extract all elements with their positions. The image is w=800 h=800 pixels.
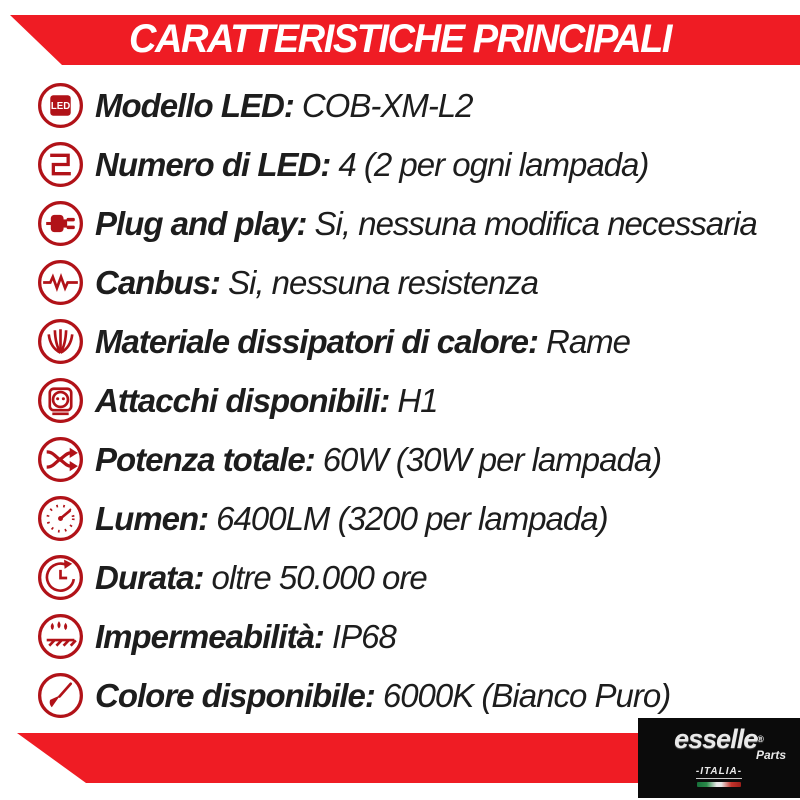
spec-row-canbus: Canbus: Si, nessuna resistenza xyxy=(0,253,800,312)
duration-icon xyxy=(38,555,83,600)
spec-value: Rame xyxy=(546,322,631,360)
led-count-icon xyxy=(38,142,83,187)
spec-label: Numero di LED: xyxy=(95,145,331,183)
spec-text: Canbus: Si, nessuna resistenza xyxy=(95,263,539,302)
spec-row-numero-led: Numero di LED: 4 (2 per ogni lampada) xyxy=(0,135,800,194)
power-icon xyxy=(38,437,83,482)
spec-label: Colore disponibile: xyxy=(95,676,376,714)
spec-value: oltre 50.000 ore xyxy=(211,558,428,596)
spec-label: Durata: xyxy=(95,558,205,596)
spec-value: IP68 xyxy=(331,617,397,655)
registered-mark-icon: ® xyxy=(757,734,764,744)
spec-value: 6000K (Bianco Puro) xyxy=(382,676,671,714)
spec-text: Durata: oltre 50.000 ore xyxy=(95,558,428,597)
svg-text:LED: LED xyxy=(51,101,70,112)
brand-country-label: -ITALIA- xyxy=(695,766,743,779)
spec-value: Si, nessuna resistenza xyxy=(228,263,539,301)
spec-text: Lumen: 6400LM (3200 per lampada) xyxy=(95,499,609,538)
spec-row-plug-and-play: Plug and play: Si, nessuna modifica neces… xyxy=(0,194,800,253)
spec-value: H1 xyxy=(397,381,438,419)
spec-row-modello-led: LED Modello LED: COB-XM-L2 xyxy=(0,76,800,135)
spec-text: Modello LED: COB-XM-L2 xyxy=(95,86,474,125)
brand-name: esselle® xyxy=(674,724,764,754)
spec-value: 6400LM (3200 per lampada) xyxy=(216,499,608,537)
spec-label: Canbus: xyxy=(95,263,221,301)
socket-icon xyxy=(38,378,83,423)
spec-label: Lumen: xyxy=(95,499,209,537)
header-banner: CARATTERISTICHE PRINCIPALI xyxy=(10,15,800,65)
spec-row-dissipatori: Materiale dissipatori di calore: Rame xyxy=(0,312,800,371)
spec-row-potenza: Potenza totale: 60W (30W per lampada) xyxy=(0,430,800,489)
spec-value: 4 (2 per ogni lampada) xyxy=(338,145,649,183)
plug-icon xyxy=(38,201,83,246)
spec-value: 60W (30W per lampada) xyxy=(322,440,662,478)
spec-text: Plug and play: Si, nessuna modifica neces… xyxy=(95,204,758,243)
brand-text: esselle xyxy=(674,724,758,754)
spec-text: Materiale dissipatori di calore: Rame xyxy=(95,322,631,361)
brand-logo: esselle® Parts -ITALIA- xyxy=(638,718,800,798)
spec-label: Materiale dissipatori di calore: xyxy=(95,322,539,360)
spec-row-attacchi: Attacchi disponibili: H1 xyxy=(0,371,800,430)
spec-label: Potenza totale: xyxy=(95,440,316,478)
spec-value: COB-XM-L2 xyxy=(301,86,474,124)
spec-row-lumen: Lumen: 6400LM (3200 per lampada) xyxy=(0,489,800,548)
spec-row-impermeabilita: Impermeabilità: IP68 xyxy=(0,607,800,666)
spec-label: Attacchi disponibili: xyxy=(95,381,390,419)
spec-text: Numero di LED: 4 (2 per ogni lampada) xyxy=(95,145,649,184)
spec-text: Potenza totale: 60W (30W per lampada) xyxy=(95,440,662,479)
spec-value: Si, nessuna modifica necessaria xyxy=(314,204,758,242)
waterproof-icon xyxy=(38,614,83,659)
spec-text: Impermeabilità: IP68 xyxy=(95,617,397,656)
heatsink-icon xyxy=(38,319,83,364)
spec-label: Impermeabilità: xyxy=(95,617,325,655)
spec-row-colore: Colore disponibile: 6000K (Bianco Puro) xyxy=(0,666,800,725)
spec-label: Plug and play: xyxy=(95,204,308,242)
spec-label: Modello LED: xyxy=(95,86,295,124)
page-title: CARATTERISTICHE PRINCIPALI xyxy=(128,17,673,61)
spec-text: Colore disponibile: 6000K (Bianco Puro) xyxy=(95,676,671,715)
canbus-icon xyxy=(38,260,83,305)
italian-flag-icon xyxy=(697,782,741,787)
spec-row-durata: Durata: oltre 50.000 ore xyxy=(0,548,800,607)
spec-text: Attacchi disponibili: H1 xyxy=(95,381,439,420)
lumen-icon xyxy=(38,496,83,541)
brand-parts-label: Parts xyxy=(755,748,786,762)
color-icon xyxy=(38,673,83,718)
led-icon: LED xyxy=(38,83,83,128)
spec-list: LED Modello LED: COB-XM-L2 Numero di LED:… xyxy=(0,76,800,725)
